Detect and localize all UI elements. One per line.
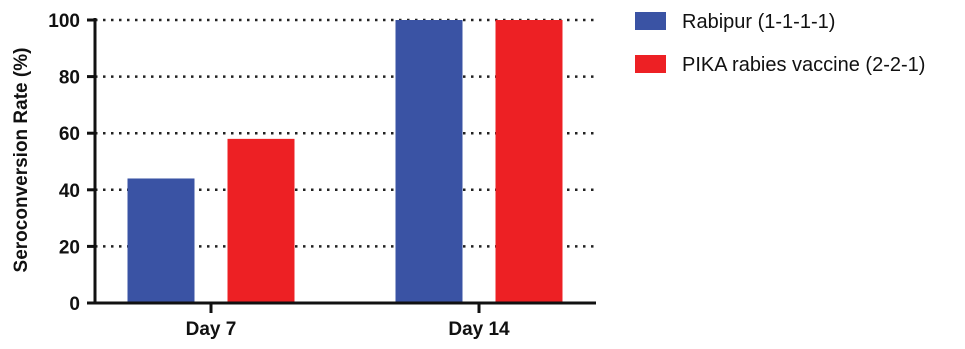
y-tick-label: 20 — [59, 237, 80, 258]
legend-swatch — [635, 55, 666, 73]
legend-label: Rabipur (1-1-1-1) — [682, 11, 835, 33]
legend: Rabipur (1-1-1-1) PIKA rabies vaccine (2-… — [635, 11, 925, 76]
y-tick-label: 100 — [48, 11, 80, 32]
x-tick-label: Day 14 — [448, 319, 510, 340]
y-axis-label: Seroconversion Rate (%) — [11, 48, 32, 273]
axes — [93, 18, 596, 305]
y-tick-label: 80 — [59, 68, 80, 89]
bar — [495, 20, 563, 303]
y-tick-label: 60 — [59, 124, 80, 145]
bar — [227, 138, 295, 303]
bar — [395, 20, 463, 303]
y-tick-label: 40 — [59, 181, 80, 202]
x-tick-label: Day 7 — [186, 319, 237, 340]
bars — [127, 20, 563, 303]
x-ticks: Day 7 Day 14 — [186, 303, 510, 340]
y-ticks: 0 20 40 60 80 100 — [48, 11, 95, 315]
legend-label: PIKA rabies vaccine (2-2-1) — [682, 54, 925, 76]
y-tick-label: 0 — [69, 294, 80, 315]
bar — [127, 178, 195, 303]
legend-swatch — [635, 12, 666, 30]
